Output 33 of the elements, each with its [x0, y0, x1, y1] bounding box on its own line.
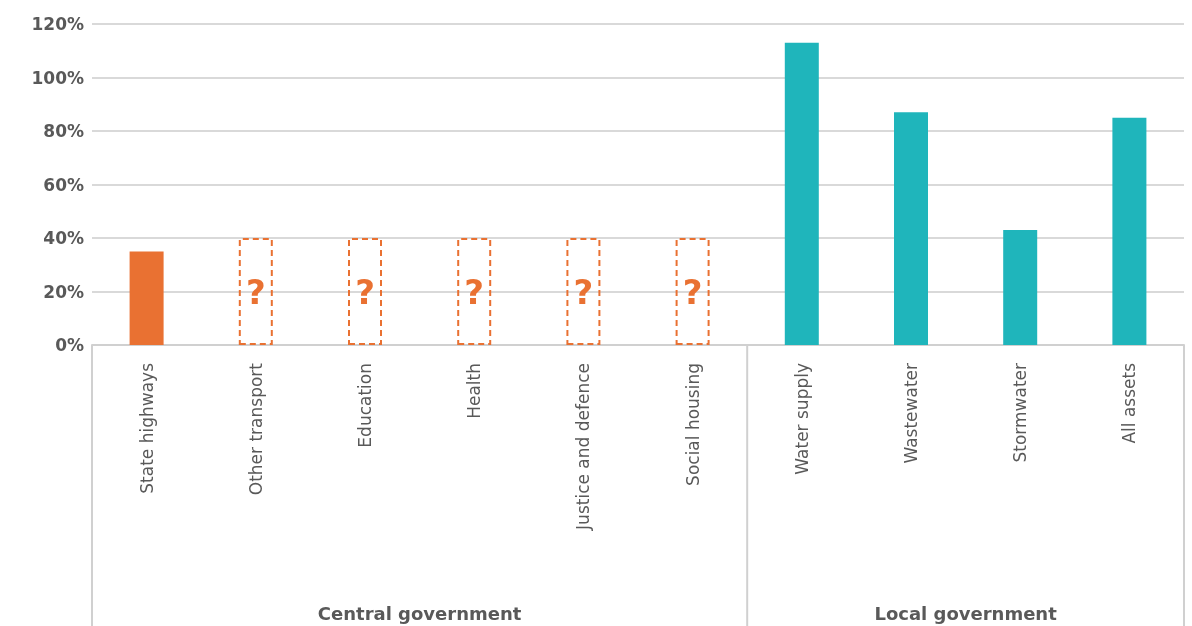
data-label: ?	[682, 271, 703, 312]
y-tick-label: 100%	[31, 67, 84, 88]
x-tick-label: Stormwater	[1010, 362, 1031, 463]
x-tick-label: Water supply	[791, 363, 812, 475]
bar	[894, 112, 928, 345]
bar	[675, 238, 710, 345]
bar	[784, 42, 819, 345]
x-tick-label: Education	[355, 363, 375, 448]
x-tick-label: All assets	[1119, 362, 1140, 444]
bar	[1003, 229, 1038, 345]
bar	[566, 238, 601, 345]
bar	[457, 238, 492, 345]
x-tick-label: Health	[464, 363, 485, 419]
data-label: ?	[464, 271, 485, 312]
y-tick-label: 20%	[43, 281, 84, 302]
bar	[1112, 117, 1147, 345]
bar	[348, 238, 382, 345]
y-tick-label: 0%	[55, 335, 84, 355]
text: Local government	[874, 602, 1058, 624]
x-tick-label: Wastewater	[901, 363, 921, 464]
bar	[238, 238, 273, 345]
x-tick-label: State highways	[136, 362, 157, 494]
x-tick-label: Other transport	[245, 362, 266, 496]
data-label: ?	[245, 271, 266, 312]
y-tick-label: 80%	[43, 121, 84, 141]
data-label: ?	[355, 271, 375, 312]
y-tick-label: 40%	[43, 228, 84, 248]
y-tick-label: 120%	[31, 14, 84, 34]
text: Central government	[317, 602, 522, 624]
x-tick-label: Social housing	[682, 363, 703, 486]
data-label: ?	[573, 271, 594, 312]
x-tick-label: Justice and defence	[573, 363, 594, 531]
y-tick-label: 60%	[43, 174, 84, 195]
